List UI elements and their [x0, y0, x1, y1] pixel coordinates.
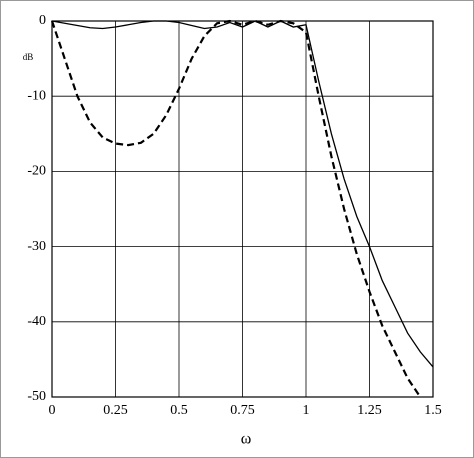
y-tick-label: -50	[27, 389, 46, 404]
y-tick-label: -10	[27, 88, 46, 103]
y-tick-label: -20	[27, 164, 46, 179]
series-line	[51, 20, 434, 368]
plot-area	[51, 20, 434, 398]
x-tick-label: 0	[49, 403, 56, 418]
x-tick-label: 1	[303, 403, 310, 418]
y-tick-label: -30	[27, 239, 46, 254]
x-tick-label: 0.25	[103, 403, 128, 418]
y-axis-label: dB	[23, 52, 34, 62]
x-tick-label: 1.5	[424, 403, 442, 418]
y-tick-label: 0	[39, 13, 46, 28]
x-tick-label: 1.25	[357, 403, 382, 418]
x-tick-label: 0.75	[230, 403, 255, 418]
x-tick-label: 0.5	[170, 403, 188, 418]
x-axis-label: ω	[241, 431, 252, 448]
y-tick-label: -40	[27, 314, 46, 329]
series-line	[50, 19, 422, 398]
